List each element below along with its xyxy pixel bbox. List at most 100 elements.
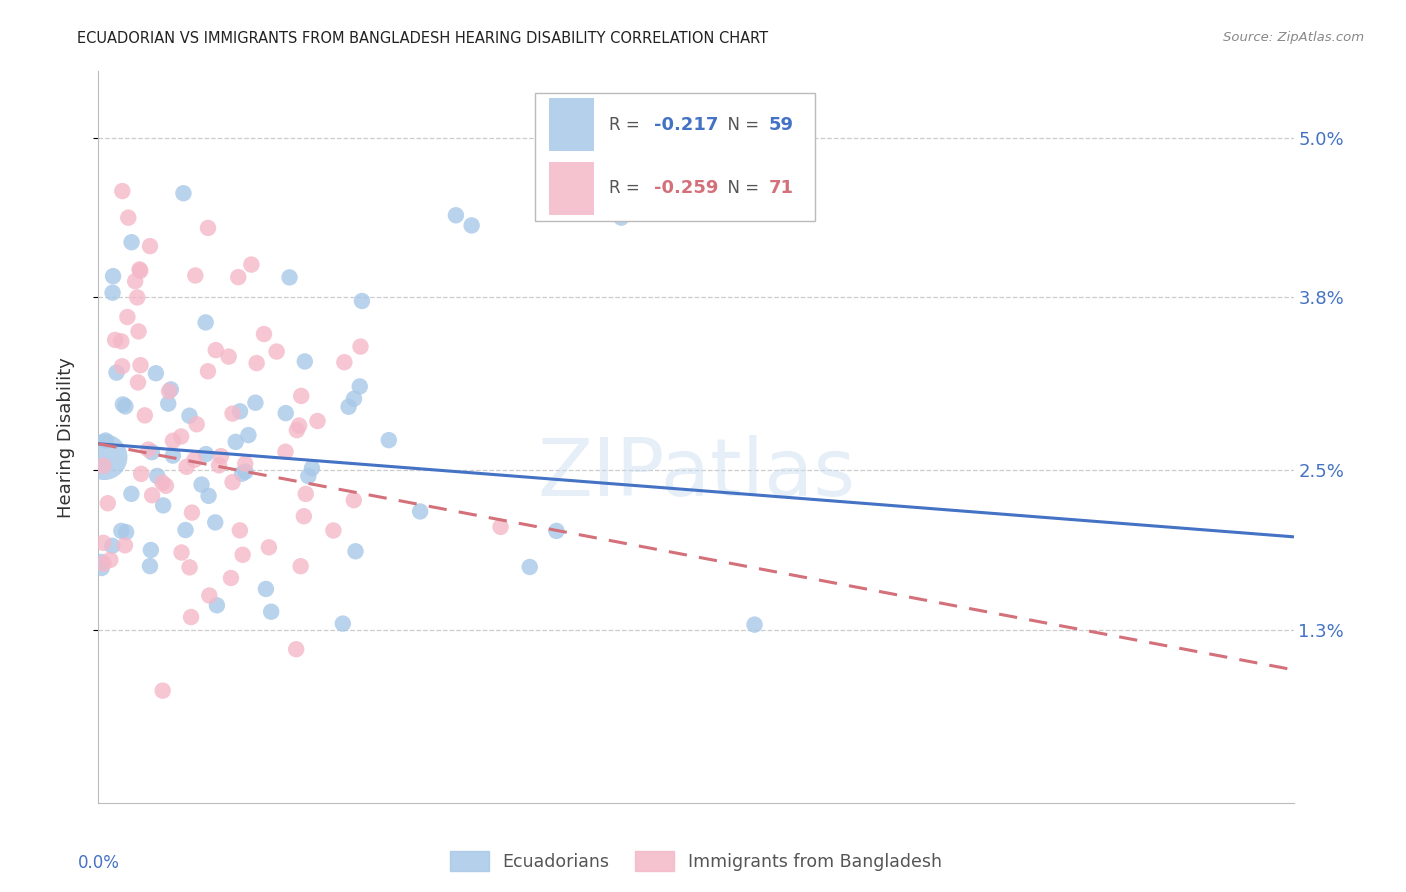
FancyBboxPatch shape <box>548 98 595 151</box>
Point <box>333 355 356 369</box>
Point <box>204 516 226 530</box>
Point <box>129 358 152 372</box>
Point <box>285 642 308 657</box>
Point <box>198 589 221 603</box>
Text: 71: 71 <box>769 179 794 197</box>
Text: ECUADORIAN VS IMMIGRANTS FROM BANGLADESH HEARING DISABILITY CORRELATION CHART: ECUADORIAN VS IMMIGRANTS FROM BANGLADESH… <box>77 31 769 46</box>
Point <box>294 354 316 368</box>
Point <box>240 258 263 272</box>
Point <box>93 450 115 464</box>
Point <box>104 333 127 347</box>
Text: R =: R = <box>609 116 645 134</box>
Point <box>257 541 280 555</box>
Point <box>129 467 152 481</box>
Point <box>162 434 184 448</box>
Point <box>444 208 467 222</box>
Point <box>235 465 257 479</box>
Point <box>307 414 329 428</box>
Text: 0.0%: 0.0% <box>77 854 120 872</box>
Point <box>297 469 319 483</box>
Point <box>219 571 242 585</box>
Point <box>378 433 401 447</box>
Point <box>194 315 217 329</box>
Point <box>197 221 219 235</box>
Point <box>139 239 162 253</box>
Point <box>110 334 132 349</box>
Point <box>194 447 217 461</box>
Point <box>197 364 219 378</box>
Point <box>111 184 134 198</box>
Point <box>546 524 568 538</box>
Point <box>208 458 231 473</box>
Text: R =: R = <box>609 179 645 197</box>
Point <box>266 344 288 359</box>
Point <box>238 428 260 442</box>
Point <box>744 617 766 632</box>
Point <box>176 459 198 474</box>
Point <box>232 548 254 562</box>
Point <box>97 496 120 510</box>
Point <box>157 384 180 399</box>
Point <box>114 538 136 552</box>
Point <box>288 418 311 433</box>
Point <box>91 536 114 550</box>
Point <box>344 544 367 558</box>
Point <box>134 409 156 423</box>
Point <box>127 376 149 390</box>
Point <box>93 557 115 571</box>
Text: 59: 59 <box>769 116 794 134</box>
Point <box>127 290 149 304</box>
Y-axis label: Hearing Disability: Hearing Disability <box>56 357 75 517</box>
Legend: Ecuadorians, Immigrants from Bangladesh: Ecuadorians, Immigrants from Bangladesh <box>443 845 949 879</box>
Point <box>221 407 243 421</box>
Point <box>129 264 152 278</box>
Point <box>94 434 117 448</box>
Point <box>128 262 150 277</box>
Point <box>183 453 205 467</box>
Point <box>162 449 184 463</box>
Point <box>90 561 112 575</box>
FancyBboxPatch shape <box>548 162 595 215</box>
Point <box>174 523 197 537</box>
Point <box>332 616 354 631</box>
Point <box>186 417 208 432</box>
Text: Source: ZipAtlas.com: Source: ZipAtlas.com <box>1223 31 1364 45</box>
Point <box>152 475 174 490</box>
Point <box>205 599 228 613</box>
Point <box>226 270 249 285</box>
Point <box>218 350 240 364</box>
Point <box>145 366 167 380</box>
Point <box>157 397 180 411</box>
Point <box>209 449 232 463</box>
Point <box>229 404 252 418</box>
Point <box>229 524 252 538</box>
Point <box>152 683 174 698</box>
Point <box>349 340 371 354</box>
Point <box>179 560 201 574</box>
Point <box>610 211 633 225</box>
Point <box>349 379 371 393</box>
Text: N =: N = <box>717 179 765 197</box>
Point <box>101 269 124 284</box>
Point <box>110 524 132 538</box>
Point <box>254 582 277 596</box>
Point <box>121 235 143 250</box>
Point <box>246 356 269 370</box>
Point <box>292 509 315 524</box>
Point <box>155 479 177 493</box>
Point <box>141 488 163 502</box>
Point <box>90 555 112 569</box>
Point <box>117 211 139 225</box>
Point <box>117 310 139 324</box>
Point <box>146 469 169 483</box>
Point <box>184 268 207 283</box>
Text: -0.217: -0.217 <box>654 116 718 134</box>
Point <box>120 487 142 501</box>
Point <box>114 400 136 414</box>
Text: ZIPatlas: ZIPatlas <box>537 434 855 513</box>
Point <box>179 409 201 423</box>
Point <box>128 325 150 339</box>
Point <box>337 400 360 414</box>
Point <box>93 458 115 473</box>
Point <box>301 461 323 475</box>
